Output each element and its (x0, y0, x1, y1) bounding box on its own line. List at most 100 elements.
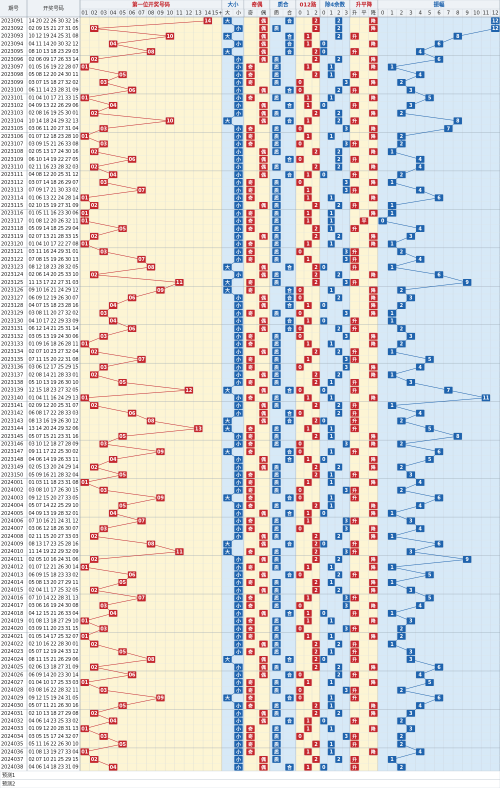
hit-cell (165, 32, 175, 40)
hit-cell (369, 463, 378, 471)
hit-value: 小 (235, 125, 241, 132)
hit-value: 小 (235, 25, 241, 32)
hit-cell (350, 248, 359, 256)
hit-value: 升 (352, 87, 357, 94)
hit-cell (259, 40, 268, 48)
hit-value: 1 (306, 357, 309, 363)
hit-value: 升 (352, 256, 357, 263)
hit-cell (425, 94, 434, 102)
draw-numbers: 11 14 19 22 29 32 09 (29, 549, 79, 555)
hit-cell (304, 317, 312, 325)
hit-value: 4 (419, 673, 423, 679)
hit-value: 0 (298, 311, 302, 317)
hit-cell (259, 117, 268, 125)
draw-numbers: 01 08 13 19 27 33 04 (29, 749, 79, 755)
hit-value: 质 (274, 94, 279, 101)
hit-value: 6 (437, 696, 441, 702)
hit-value: 2 (400, 742, 403, 748)
hit-cell (425, 679, 434, 686)
hit-cell (246, 502, 255, 510)
hit-value: 2 (337, 588, 340, 594)
hit-cell (327, 679, 335, 686)
issue: 2023113 (1, 188, 23, 194)
hit-value: 偶 (261, 295, 266, 302)
hit-value: 02 (91, 403, 98, 409)
hit-value: 02 (91, 149, 98, 155)
hit-cell (350, 640, 359, 648)
draw-numbers: 07 08 15 19 26 30 13 (29, 257, 79, 263)
hit-cell (327, 194, 335, 202)
draw-numbers: 07 09 17 21 30 33 02 (29, 188, 79, 194)
hit-cell (312, 702, 320, 710)
hit-cell (312, 756, 320, 763)
hit-value: 1 (330, 726, 333, 732)
issue: 2023104 (1, 118, 23, 124)
hit-cell (369, 702, 378, 710)
hit-cell (234, 340, 243, 348)
hit-value: 2 (400, 326, 403, 332)
hit-cell (444, 386, 453, 394)
hit-cell (246, 694, 255, 702)
hit-value: 2 (337, 665, 340, 671)
hit-value: 01 (81, 219, 88, 225)
hit-value: 1 (330, 65, 333, 71)
hit-cell (118, 502, 127, 510)
hit-value: 奇 (248, 687, 253, 694)
hit-value: 小 (235, 64, 241, 71)
hit-value: 2 (337, 557, 340, 563)
hit-value: 小 (235, 725, 241, 732)
hit-cell (234, 555, 243, 563)
hit-cell (434, 448, 444, 456)
issue: 2024020 (1, 626, 23, 632)
hit-cell (327, 579, 335, 586)
hit-cell (327, 494, 335, 502)
hit-cell (342, 355, 350, 363)
hit-value: 小 (235, 702, 241, 709)
hit-cell (259, 417, 268, 425)
issue: 2024032 (1, 718, 23, 724)
hit-value: 1 (330, 565, 333, 571)
draw-numbers: 04 06 14 23 25 33 02 (29, 718, 79, 724)
hit-value: 降 (371, 433, 376, 440)
hit-cell (234, 132, 243, 140)
hit-value: 小 (235, 564, 241, 571)
hit-cell (304, 632, 312, 640)
hit-value: 1 (306, 188, 309, 194)
hit-cell (272, 579, 281, 586)
hit-cell (272, 740, 281, 748)
hit-cell (285, 448, 294, 456)
hit-cell (259, 86, 268, 94)
hit-cell (453, 32, 462, 40)
hit-cell (387, 579, 397, 586)
hit-value: 升 (352, 495, 357, 502)
hit-value: 小 (235, 433, 241, 440)
hit-value: 小 (235, 233, 241, 240)
hit-cell (234, 379, 243, 386)
hit-value: 合 (287, 610, 292, 617)
issue: 2024010 (1, 549, 23, 555)
column-label: 15+ (212, 11, 223, 17)
hit-cell (234, 240, 243, 248)
issue: 2024008 (1, 534, 23, 540)
hit-cell (335, 325, 343, 333)
hit-cell (350, 402, 359, 409)
issue: 2023108 (1, 149, 23, 155)
hit-value: 2 (400, 303, 403, 309)
hit-value: 2 (400, 488, 403, 494)
hit-value: 降 (371, 556, 376, 563)
hit-value: 1 (330, 242, 333, 248)
draw-numbers: 02 10 15 19 27 31 09 (29, 203, 79, 209)
hit-cell (312, 655, 320, 663)
hit-cell (350, 263, 359, 271)
hit-value: 03 (100, 688, 107, 694)
hit-cell (80, 132, 89, 140)
hit-cell (246, 255, 255, 263)
hit-value: 奇 (248, 341, 253, 348)
hit-cell (369, 632, 378, 640)
hit-cell (342, 486, 350, 494)
issue: 2023126 (1, 288, 23, 294)
hit-value: 4 (419, 703, 423, 709)
draw-numbers: 01 05 11 16 23 30 06 (29, 211, 79, 217)
hit-cell (272, 132, 281, 140)
hit-value: 2 (400, 288, 403, 294)
